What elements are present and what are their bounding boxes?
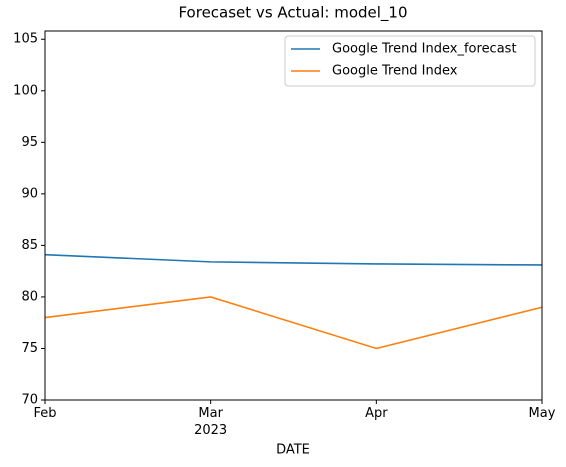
x-tick-label: Apr — [365, 406, 388, 421]
legend-label: Google Trend Index_forecast — [332, 42, 517, 57]
legend: Google Trend Index_forecast Google Trend … — [284, 35, 536, 87]
plot-frame — [44, 30, 543, 401]
y-tick-label: 105 — [13, 32, 38, 47]
x-axis-label: DATE — [276, 443, 310, 458]
legend-box — [284, 35, 536, 87]
legend-label: Google Trend Index — [332, 64, 458, 79]
y-tick-label: 80 — [21, 289, 38, 304]
y-tick-label: 95 — [21, 135, 38, 150]
x-tick-label: May — [529, 406, 556, 421]
series-line — [44, 253, 543, 266]
y-tick-label: 85 — [21, 238, 38, 253]
y-tick-label: 75 — [21, 341, 38, 356]
x-tick-label: Mar 2023 — [194, 406, 227, 438]
y-tick-label: 100 — [13, 83, 38, 98]
y-tick-label: 70 — [21, 393, 38, 408]
chart-title: Forecaset vs Actual: model_10 — [178, 4, 407, 23]
y-tick-label: 90 — [21, 186, 38, 201]
x-tick-label: Feb — [33, 406, 56, 421]
series-line — [44, 296, 543, 350]
